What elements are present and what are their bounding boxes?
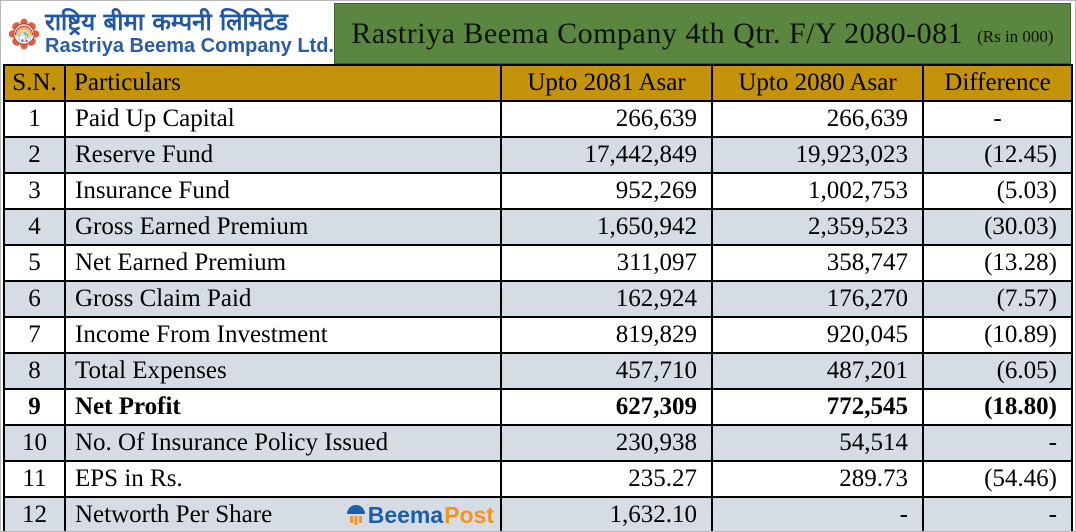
financials-table: S.N. Particulars Upto 2081 Asar Upto 208… xyxy=(3,64,1073,531)
cell-particulars: Income From Investment xyxy=(64,316,502,354)
cell-particulars: Insurance Fund xyxy=(64,172,502,210)
company-name-nepali: राष्ट्रिय बीमा कम्पनी लिमिटेड xyxy=(45,7,289,36)
cell-difference: (5.03) xyxy=(922,172,1073,210)
cell-particulars: Paid Up Capital xyxy=(64,100,502,138)
cell-difference: (54.46) xyxy=(922,460,1073,498)
column-header-difference: Difference xyxy=(922,64,1073,102)
company-logo-icon xyxy=(9,17,40,50)
particulars-label: Networth Per Share xyxy=(75,501,273,528)
cell-upto-2081: 819,829 xyxy=(500,316,713,354)
cell-upto-2081: 266,639 xyxy=(500,100,713,138)
cell-particulars: Gross Earned Premium xyxy=(64,208,502,246)
cell-upto-2081: 627,309 xyxy=(500,388,713,426)
cell-difference: (30.03) xyxy=(922,208,1073,246)
table-row: 3 Insurance Fund 952,269 1,002,753 (5.03) xyxy=(3,172,1073,210)
cell-upto-2080: 772,545 xyxy=(711,388,924,426)
cell-difference: (18.80) xyxy=(922,388,1073,426)
cell-particulars: Total Expenses xyxy=(64,352,502,390)
company-name-english: Rastriya Beema Company Ltd. xyxy=(45,35,334,58)
cell-sn: 6 xyxy=(3,280,66,318)
table-row: 4 Gross Earned Premium 1,650,942 2,359,523(… xyxy=(3,208,1073,246)
cell-upto-2080: 266,639 xyxy=(711,100,924,138)
cell-upto-2081: 230,938 xyxy=(500,424,713,462)
cell-difference: (12.45) xyxy=(922,136,1073,174)
table-row: 12 Networth Per Share Beema Post 1,632.10- - xyxy=(3,496,1073,531)
watermark-post-text: Post xyxy=(444,501,494,528)
cell-particulars: No. Of Insurance Policy Issued xyxy=(64,424,502,462)
cell-difference: (7.57) xyxy=(922,280,1073,318)
cell-sn: 2 xyxy=(3,136,66,174)
table-row: 7 Income From Investment 819,829 920,045 (10… xyxy=(3,316,1073,354)
header: राष्ट्रिय बीमा कम्पनी लिमिटेड Rastriya B… xyxy=(3,3,1071,64)
cell-sn: 1 xyxy=(3,100,66,138)
cell-difference: - xyxy=(922,424,1073,462)
cell-difference: - xyxy=(922,496,1073,531)
cell-sn: 8 xyxy=(3,352,66,390)
cell-upto-2081: 235.27 xyxy=(500,460,713,498)
cell-sn: 9 xyxy=(3,388,66,426)
cell-upto-2081: 17,442,849 xyxy=(500,136,713,174)
cell-upto-2081: 1,650,942 xyxy=(500,208,713,246)
cell-upto-2080: - xyxy=(711,496,924,531)
cell-sn: 5 xyxy=(3,244,66,282)
cell-upto-2080: 176,270 xyxy=(711,280,924,318)
cell-upto-2080: 54,514 xyxy=(711,424,924,462)
column-header-particulars: Particulars xyxy=(64,64,502,102)
brand-text: राष्ट्रिय बीमा कम्पनी लिमिटेड Rastriya B… xyxy=(45,7,334,58)
cell-upto-2081: 311,097 xyxy=(500,244,713,282)
cell-sn: 3 xyxy=(3,172,66,210)
cell-particulars: Gross Claim Paid xyxy=(64,280,502,318)
table-row: 1 Paid Up Capital 266,639 266,639- xyxy=(3,100,1073,138)
cell-difference: - xyxy=(922,100,1073,138)
column-header-upto-2081: Upto 2081 Asar xyxy=(500,64,713,102)
table-body: 1 Paid Up Capital 266,639 266,639-2 Reserve … xyxy=(3,100,1073,531)
cell-upto-2080: 920,045 xyxy=(711,316,924,354)
table-row: 2 Reserve Fund 17,442,849 19,923,023 (12.45) xyxy=(3,136,1073,174)
cell-upto-2081: 1,632.10 xyxy=(500,496,713,531)
table-row: 11 EPS in Rs. 235.27 289.73 (54.46) xyxy=(3,460,1073,498)
cell-upto-2081: 162,924 xyxy=(500,280,713,318)
cell-upto-2080: 289.73 xyxy=(711,460,924,498)
table-row: 5 Net Earned Premium 311,097 358,747 (13.28) xyxy=(3,244,1073,282)
watermark-beema-text: Beema xyxy=(367,501,444,528)
cell-particulars: Net Profit xyxy=(64,388,502,426)
cell-sn: 7 xyxy=(3,316,66,354)
beemapost-watermark: Beema Post xyxy=(346,502,494,529)
cell-difference: (6.05) xyxy=(922,352,1073,390)
cell-particulars: EPS in Rs. xyxy=(64,460,502,498)
table-row: 8 Total Expenses 457,710 487,201 (6.05) xyxy=(3,352,1073,390)
report-title: Rastriya Beema Company 4th Qtr. F/Y 2080… xyxy=(351,16,964,50)
title-banner: Rastriya Beema Company 4th Qtr. F/Y 2080… xyxy=(334,3,1071,64)
cell-upto-2081: 457,710 xyxy=(500,352,713,390)
cell-particulars: Networth Per Share Beema Post xyxy=(64,496,502,531)
unit-note: (Rs in 000) xyxy=(977,26,1054,46)
cell-sn: 11 xyxy=(3,460,66,498)
brand-area: राष्ट्रिय बीमा कम्पनी लिमिटेड Rastriya B… xyxy=(3,3,334,64)
table-row: 9 Net Profit 627,309 772,545 (18.80) xyxy=(3,388,1073,426)
column-header-sn: S.N. xyxy=(3,64,66,102)
cell-particulars: Net Earned Premium xyxy=(64,244,502,282)
cell-upto-2080: 19,923,023 xyxy=(711,136,924,174)
cell-upto-2080: 2,359,523 xyxy=(711,208,924,246)
cell-upto-2080: 1,002,753 xyxy=(711,172,924,210)
column-header-upto-2080: Upto 2080 Asar xyxy=(711,64,924,102)
table-row: 10 No. Of Insurance Policy Issued 230,938 5… xyxy=(3,424,1073,462)
cell-difference: (13.28) xyxy=(922,244,1073,282)
cell-upto-2081: 952,269 xyxy=(500,172,713,210)
cell-sn: 4 xyxy=(3,208,66,246)
table-row: 6 Gross Claim Paid 162,924 176,270 (7.57) xyxy=(3,280,1073,318)
umbrella-icon xyxy=(346,505,365,525)
cell-particulars: Reserve Fund xyxy=(64,136,502,174)
cell-sn: 12 xyxy=(3,496,66,531)
table-header-row: S.N. Particulars Upto 2081 Asar Upto 208… xyxy=(3,64,1073,102)
cell-difference: (10.89) xyxy=(922,316,1073,354)
cell-sn: 10 xyxy=(3,424,66,462)
cell-upto-2080: 358,747 xyxy=(711,244,924,282)
cell-upto-2080: 487,201 xyxy=(711,352,924,390)
